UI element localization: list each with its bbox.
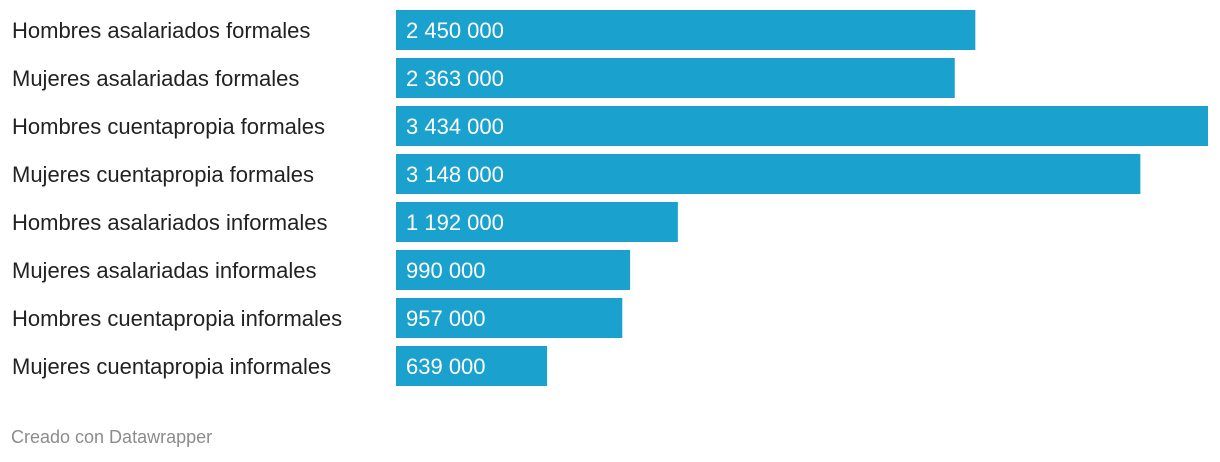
bar-value-label: 1 192 000 bbox=[406, 210, 504, 235]
bar-value-label: 639 000 bbox=[406, 354, 486, 379]
bar bbox=[396, 154, 1141, 194]
bar-value-label: 3 148 000 bbox=[406, 162, 504, 187]
bar bbox=[396, 346, 548, 386]
credit-footer: Creado con Datawrapper bbox=[11, 427, 213, 447]
category-label: Hombres cuentapropia informales bbox=[12, 306, 342, 331]
bar bbox=[396, 202, 678, 242]
bar bbox=[396, 298, 623, 338]
bar bbox=[396, 10, 976, 50]
bar bbox=[396, 250, 631, 290]
category-label: Hombres asalariados formales bbox=[12, 18, 310, 43]
bar-value-label: 3 434 000 bbox=[406, 114, 504, 139]
bar-value-label: 2 363 000 bbox=[406, 66, 504, 91]
bar-chart: Hombres asalariados formales 2 450 000 Muj… bbox=[12, 10, 1208, 386]
bar-value-label: 2 450 000 bbox=[406, 18, 504, 43]
bar-value-label: 957 000 bbox=[406, 306, 486, 331]
category-label: Hombres cuentapropia formales bbox=[12, 114, 325, 139]
category-label: Mujeres cuentapropia formales bbox=[12, 162, 314, 187]
bar-value-label: 990 000 bbox=[406, 258, 486, 283]
bar bbox=[396, 106, 1208, 146]
category-label: Mujeres asalariadas informales bbox=[12, 258, 316, 283]
category-label: Mujeres cuentapropia informales bbox=[12, 354, 331, 379]
bar bbox=[396, 58, 955, 98]
category-label: Hombres asalariados informales bbox=[12, 210, 327, 235]
category-label: Mujeres asalariadas formales bbox=[12, 66, 299, 91]
